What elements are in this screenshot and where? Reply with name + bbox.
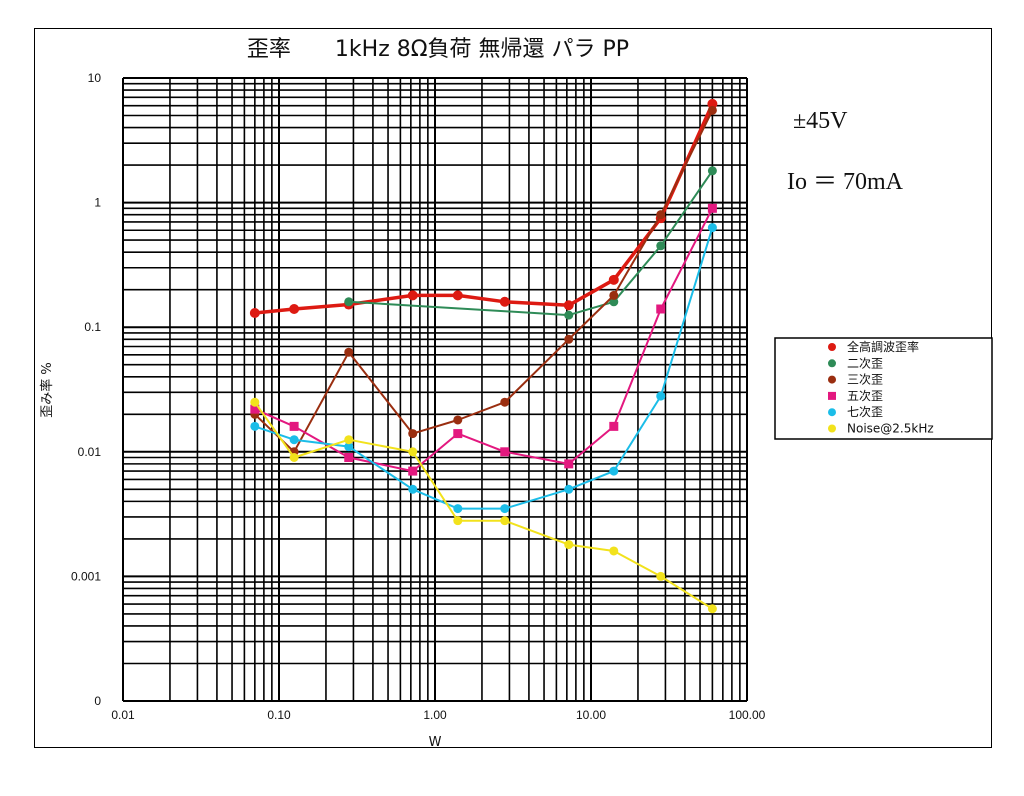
series-6 bbox=[250, 397, 717, 614]
legend-label: 七次歪 bbox=[847, 405, 883, 419]
data-point bbox=[289, 453, 299, 463]
data-point bbox=[344, 297, 354, 307]
data-point bbox=[564, 334, 574, 344]
data-point bbox=[344, 347, 354, 357]
data-point bbox=[500, 447, 510, 457]
data-point bbox=[656, 241, 666, 251]
series-line bbox=[254, 103, 714, 315]
legend-label: Noise@2.5kHz bbox=[847, 422, 934, 436]
data-point bbox=[564, 540, 574, 550]
series-2 bbox=[344, 166, 717, 320]
data-point bbox=[707, 203, 717, 213]
data-point bbox=[707, 166, 717, 176]
legend-box bbox=[774, 337, 993, 440]
data-point bbox=[500, 397, 510, 407]
data-point bbox=[289, 435, 299, 445]
data-point bbox=[453, 429, 463, 439]
data-point bbox=[499, 296, 510, 307]
data-point bbox=[609, 297, 619, 307]
legend-label: 二次歪 bbox=[847, 356, 883, 370]
data-point bbox=[249, 308, 260, 319]
series-line bbox=[253, 401, 713, 610]
data-point bbox=[564, 310, 574, 320]
data-point bbox=[564, 459, 574, 469]
data-point bbox=[608, 274, 619, 285]
data-point bbox=[250, 421, 260, 431]
x-tick-label: 0.01 bbox=[111, 708, 135, 722]
x-tick-label: 10.00 bbox=[576, 708, 606, 722]
y-tick-label: 0.1 bbox=[84, 320, 101, 334]
data-point bbox=[656, 571, 666, 581]
data-point bbox=[500, 504, 510, 514]
data-point bbox=[250, 397, 260, 407]
legend-marker bbox=[828, 424, 836, 433]
legend-marker bbox=[828, 375, 836, 384]
data-point bbox=[609, 546, 619, 556]
legend-label: 全高調波歪率 bbox=[847, 339, 919, 354]
legend-label: 五次歪 bbox=[847, 389, 883, 403]
data-point bbox=[609, 290, 619, 300]
current-annotation: Io ＝ 70mA bbox=[787, 169, 904, 195]
y-tick-label: 1 bbox=[94, 196, 101, 210]
data-point bbox=[289, 303, 300, 314]
data-point bbox=[656, 210, 666, 220]
data-point bbox=[408, 484, 418, 494]
legend-marker bbox=[828, 391, 836, 400]
x-axis-label: W bbox=[429, 735, 442, 750]
tick-labels: 0.01 0.10 1.00 10.00 100.00 10 1 0.1 0.01 0.001 0 bbox=[71, 71, 766, 722]
y-tick-label: 10 bbox=[88, 71, 102, 85]
data-point bbox=[656, 391, 666, 401]
data-point bbox=[563, 300, 574, 311]
data-point bbox=[408, 466, 418, 476]
voltage-annotation: ±45V bbox=[793, 108, 848, 134]
data-point bbox=[408, 429, 418, 439]
data-point bbox=[453, 415, 463, 425]
chart-title: 歪率 1kHz 8Ω負荷 無帰還 パラ PP bbox=[247, 37, 629, 62]
data-point bbox=[453, 504, 463, 514]
x-tick-label: 0.10 bbox=[267, 708, 291, 722]
data-point bbox=[564, 484, 574, 494]
data-point bbox=[344, 435, 354, 445]
data-point bbox=[500, 516, 510, 526]
series-5 bbox=[250, 223, 717, 514]
x-tick-label: 100.00 bbox=[729, 708, 766, 722]
series-line bbox=[254, 109, 714, 453]
y-tick-label: 0.01 bbox=[78, 445, 102, 459]
series-4 bbox=[250, 203, 717, 476]
data-point bbox=[250, 404, 260, 414]
y-tick-label: 0 bbox=[94, 694, 101, 708]
data-point bbox=[344, 442, 354, 452]
y-axis-label: 歪み率 % bbox=[39, 362, 55, 418]
data-point bbox=[289, 421, 299, 431]
legend-label: 三次歪 bbox=[847, 373, 883, 387]
data-point bbox=[609, 421, 619, 431]
grid bbox=[122, 77, 748, 702]
data-point bbox=[408, 447, 418, 457]
data-point bbox=[452, 290, 463, 301]
data-point bbox=[656, 304, 666, 314]
y-tick-label: 0.001 bbox=[71, 569, 101, 583]
data-point bbox=[407, 290, 418, 301]
series-1 bbox=[249, 98, 718, 319]
series-line bbox=[254, 207, 714, 473]
legend-marker bbox=[828, 359, 836, 368]
data-point bbox=[707, 604, 717, 614]
series-group bbox=[249, 98, 718, 614]
data-point bbox=[344, 453, 354, 463]
series-3 bbox=[250, 105, 717, 457]
legend-marker bbox=[828, 343, 836, 351]
data-point bbox=[707, 223, 717, 233]
data-point bbox=[707, 98, 718, 109]
data-point bbox=[707, 105, 717, 115]
series-line bbox=[254, 227, 714, 510]
data-point bbox=[453, 516, 463, 526]
legend-marker bbox=[828, 408, 836, 417]
x-tick-label: 1.00 bbox=[423, 708, 447, 722]
data-point bbox=[609, 466, 619, 476]
